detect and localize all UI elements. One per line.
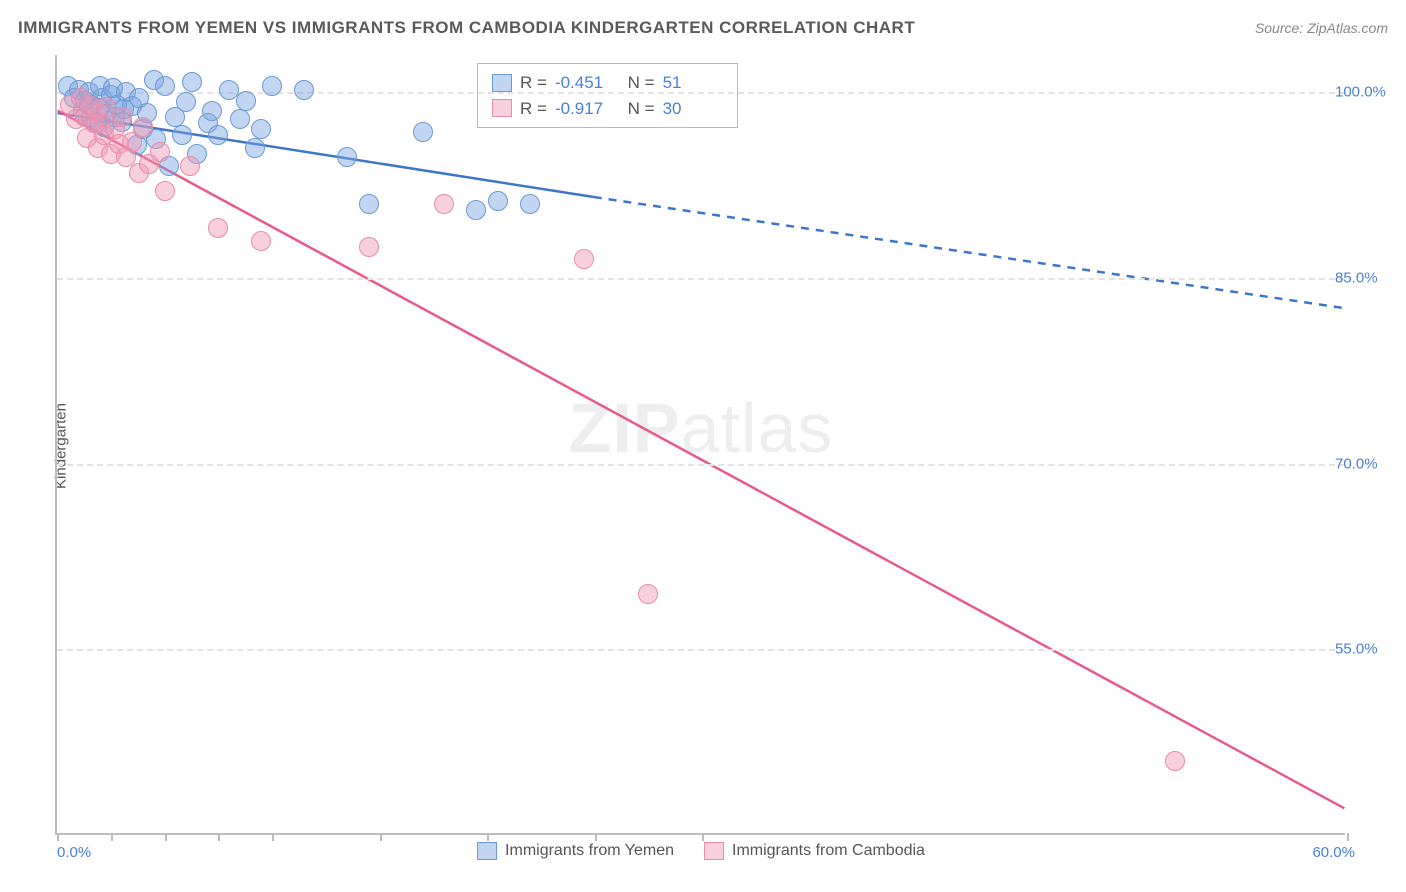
x-tick xyxy=(111,833,113,841)
y-tick-label: 100.0% xyxy=(1335,84,1395,101)
data-point xyxy=(180,156,200,176)
data-point xyxy=(208,125,228,145)
x-max-label: 60.0% xyxy=(1312,844,1355,861)
y-tick-label: 55.0% xyxy=(1335,641,1395,658)
x-tick xyxy=(487,833,489,841)
x-tick xyxy=(272,833,274,841)
data-point xyxy=(337,147,357,167)
series-name: Immigrants from Yemen xyxy=(505,839,674,863)
r-label: R = xyxy=(520,96,547,122)
x-tick xyxy=(57,833,59,841)
watermark: ZIPatlas xyxy=(569,388,834,468)
gridline xyxy=(57,278,1345,280)
swatch-icon xyxy=(704,842,724,860)
data-point xyxy=(245,138,265,158)
data-point xyxy=(172,125,192,145)
series-name: Immigrants from Cambodia xyxy=(732,839,925,863)
n-label: N = xyxy=(623,96,655,122)
data-point xyxy=(176,92,196,112)
data-point xyxy=(359,237,379,257)
x-tick xyxy=(595,833,597,841)
gridline xyxy=(57,649,1345,651)
chart-title: IMMIGRANTS FROM YEMEN VS IMMIGRANTS FROM… xyxy=(18,18,915,38)
data-point xyxy=(251,119,271,139)
data-point xyxy=(208,218,228,238)
data-point xyxy=(520,194,540,214)
x-tick xyxy=(702,833,704,841)
legend-item: Immigrants from Yemen xyxy=(477,839,674,863)
data-point xyxy=(230,109,250,129)
source-label: Source: ZipAtlas.com xyxy=(1255,20,1388,36)
data-point xyxy=(434,194,454,214)
data-point xyxy=(359,194,379,214)
regression-lines xyxy=(57,55,1345,833)
data-point xyxy=(251,231,271,251)
data-point xyxy=(294,80,314,100)
x-min-label: 0.0% xyxy=(57,844,91,861)
x-tick xyxy=(218,833,220,841)
data-point xyxy=(202,101,222,121)
data-point xyxy=(155,76,175,96)
x-tick xyxy=(165,833,167,841)
data-point xyxy=(262,76,282,96)
data-point xyxy=(150,142,170,162)
data-point xyxy=(133,117,153,137)
n-value: 30 xyxy=(663,96,723,122)
stats-row: R = -0.917 N = 30 xyxy=(492,96,723,122)
x-tick xyxy=(380,833,382,841)
data-point xyxy=(112,107,132,127)
x-tick xyxy=(1347,833,1349,841)
swatch-icon xyxy=(492,99,512,117)
stats-legend: R = -0.451 N = 51R = -0.917 N = 30 xyxy=(477,63,738,128)
series-legend: Immigrants from Yemen Immigrants from Cam… xyxy=(477,839,925,863)
data-point xyxy=(638,584,658,604)
y-tick-label: 85.0% xyxy=(1335,269,1395,286)
gridline xyxy=(57,464,1345,466)
y-tick-label: 70.0% xyxy=(1335,455,1395,472)
data-point xyxy=(1165,751,1185,771)
r-value: -0.917 xyxy=(555,96,615,122)
data-point xyxy=(155,181,175,201)
legend-item: Immigrants from Cambodia xyxy=(704,839,925,863)
data-point xyxy=(413,122,433,142)
data-point xyxy=(488,191,508,211)
data-point xyxy=(236,91,256,111)
data-point xyxy=(466,200,486,220)
data-point xyxy=(574,249,594,269)
data-point xyxy=(182,72,202,92)
swatch-icon xyxy=(477,842,497,860)
swatch-icon xyxy=(492,74,512,92)
chart-area: ZIPatlas R = -0.451 N = 51R = -0.917 N =… xyxy=(55,55,1345,835)
